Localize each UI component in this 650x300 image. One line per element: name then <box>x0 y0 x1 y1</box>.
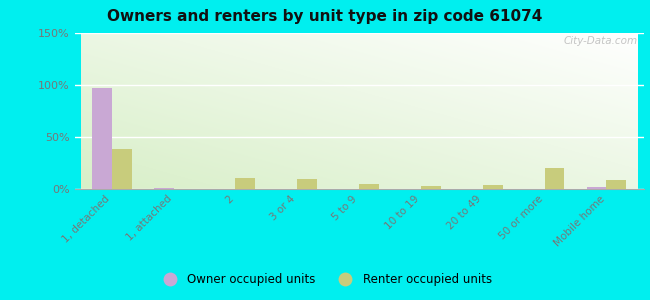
Bar <box>112 149 131 189</box>
Bar <box>483 185 502 189</box>
Bar <box>154 188 174 189</box>
Text: City-Data.com: City-Data.com <box>564 36 638 46</box>
Bar <box>545 168 564 189</box>
Bar <box>297 178 317 189</box>
Bar <box>92 88 112 189</box>
Bar <box>606 180 626 189</box>
Bar <box>421 186 441 189</box>
Legend: Owner occupied units, Renter occupied units: Owner occupied units, Renter occupied un… <box>153 269 497 291</box>
Bar <box>359 184 379 189</box>
Text: Owners and renters by unit type in zip code 61074: Owners and renters by unit type in zip c… <box>107 9 543 24</box>
Bar <box>235 178 255 189</box>
Bar <box>586 187 606 189</box>
